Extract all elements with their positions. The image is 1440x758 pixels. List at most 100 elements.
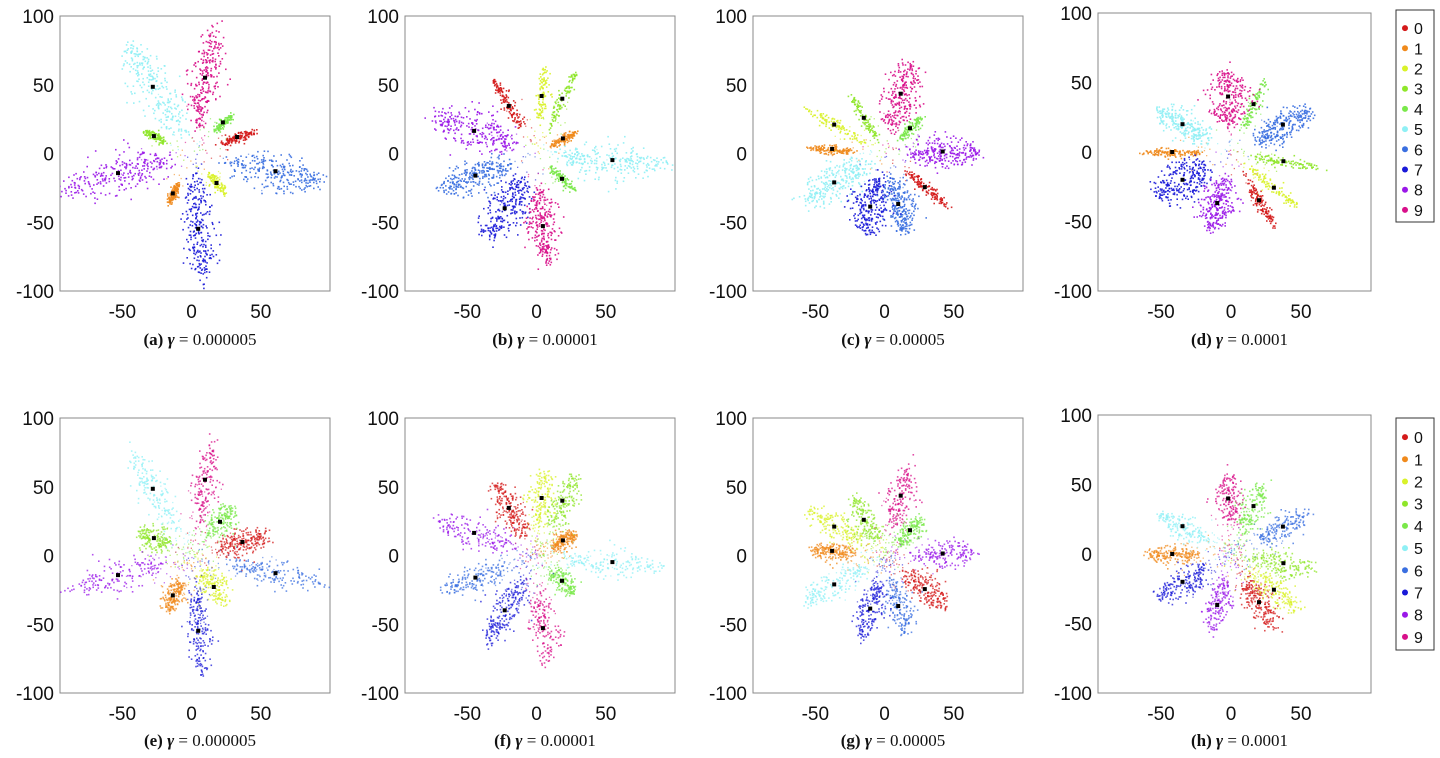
point: [576, 148, 578, 150]
point: [874, 130, 876, 133]
point: [563, 140, 565, 143]
point: [510, 136, 512, 138]
point: [527, 232, 529, 234]
point: [497, 193, 500, 195]
point: [519, 196, 522, 198]
point: [912, 177, 915, 180]
point: [544, 229, 546, 232]
point: [462, 187, 465, 190]
point: [207, 41, 209, 44]
point: [214, 60, 216, 63]
point: [214, 186, 216, 189]
cluster-3: [142, 129, 193, 161]
point: [523, 178, 526, 181]
point: [143, 165, 146, 167]
point: [135, 53, 137, 55]
point: [494, 234, 497, 236]
point: [499, 151, 501, 153]
point: [852, 152, 854, 154]
point: [461, 186, 464, 189]
point: [156, 73, 158, 76]
point: [839, 138, 841, 140]
point: [502, 101, 505, 103]
point: [484, 186, 486, 189]
point: [574, 186, 576, 189]
point: [666, 163, 669, 165]
point: [540, 105, 543, 108]
point: [487, 173, 490, 176]
point: [186, 213, 189, 216]
point: [830, 180, 832, 182]
point: [202, 90, 205, 92]
point: [80, 188, 83, 191]
point: [237, 131, 240, 134]
point: [170, 196, 173, 199]
point: [827, 116, 830, 119]
point: [849, 193, 851, 196]
point: [558, 227, 561, 230]
point: [830, 129, 832, 131]
point: [132, 45, 135, 48]
point: [118, 178, 120, 180]
point: [925, 190, 928, 193]
point: [174, 186, 176, 189]
point: [642, 157, 645, 159]
point: [180, 128, 183, 130]
point: [497, 89, 499, 91]
point: [198, 271, 201, 274]
point: [196, 180, 198, 183]
point: [845, 149, 848, 152]
point: [912, 133, 915, 135]
point: [546, 246, 548, 248]
point: [817, 175, 820, 178]
point: [173, 131, 175, 133]
point: [579, 155, 582, 158]
point: [130, 66, 132, 68]
point: [202, 61, 205, 64]
point: [503, 234, 506, 236]
point: [491, 168, 494, 170]
point: [497, 217, 499, 219]
point: [158, 119, 161, 122]
point: [624, 169, 626, 171]
point: [217, 177, 220, 179]
point: [501, 217, 504, 220]
point: [493, 184, 495, 186]
point: [173, 184, 176, 187]
point: [821, 149, 823, 151]
point: [640, 156, 643, 159]
point: [846, 147, 849, 149]
point: [845, 175, 848, 177]
point: [828, 184, 830, 187]
point: [554, 254, 557, 256]
point: [476, 113, 478, 116]
point: [527, 231, 530, 233]
point: [200, 108, 203, 110]
point: [506, 107, 509, 110]
point: [847, 185, 850, 188]
point: [538, 252, 541, 254]
point: [571, 180, 573, 183]
point: [543, 95, 546, 98]
point: [202, 87, 204, 90]
point: [534, 236, 536, 239]
point: [130, 172, 132, 174]
point: [505, 173, 507, 175]
point: [195, 172, 197, 175]
point: [559, 172, 561, 175]
point: [545, 71, 547, 74]
point: [209, 90, 211, 92]
point: [858, 110, 861, 112]
point: [168, 128, 170, 130]
point: [550, 171, 552, 174]
point: [547, 213, 549, 215]
point: [451, 178, 453, 181]
point: [213, 76, 215, 78]
point: [842, 164, 845, 166]
point: [167, 116, 169, 118]
point: [595, 162, 598, 165]
point: [520, 181, 522, 183]
point: [198, 146, 200, 148]
point: [442, 187, 444, 189]
